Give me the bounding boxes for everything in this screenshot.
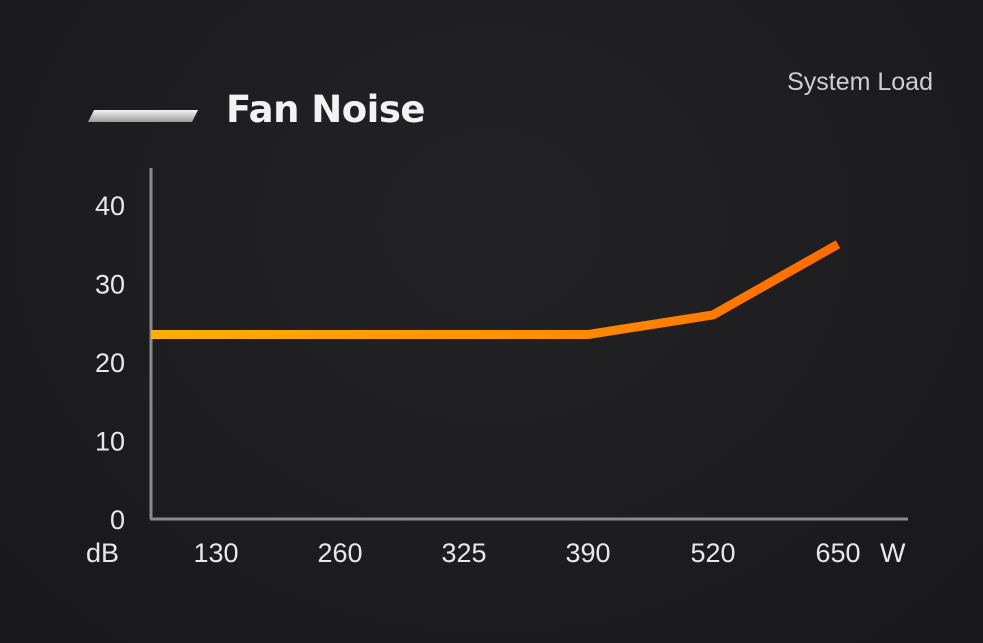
x-axis-unit-label: W (880, 538, 906, 568)
x-tick-label: 325 (441, 538, 486, 568)
x-tick-label: 130 (193, 538, 238, 568)
x-tick-label: 520 (690, 538, 735, 568)
y-tick-label: 20 (95, 348, 125, 378)
x-tick-label: 260 (317, 538, 362, 568)
series-line (151, 244, 838, 334)
x-tick-label: 650 (815, 538, 860, 568)
y-tick-label: 0 (110, 505, 125, 535)
y-tick-label: 30 (95, 270, 125, 300)
y-tick-label: 10 (95, 427, 125, 457)
y-tick-label: 40 (95, 191, 125, 221)
y-axis-unit-label: dB (86, 538, 119, 568)
x-tick-label: 390 (565, 538, 610, 568)
